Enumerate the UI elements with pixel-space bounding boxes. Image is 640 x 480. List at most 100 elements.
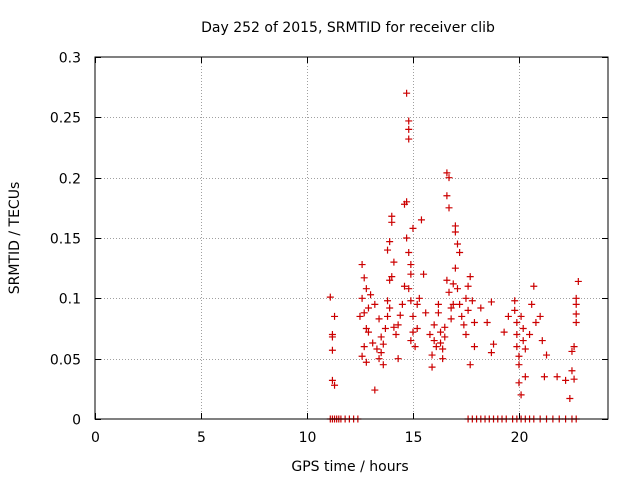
x-tick-label: 0 xyxy=(91,430,100,446)
data-point xyxy=(458,312,466,320)
data-point xyxy=(407,337,415,345)
data-point xyxy=(453,240,461,248)
data-point xyxy=(553,373,561,381)
data-point xyxy=(443,192,451,200)
data-point xyxy=(513,318,521,326)
data-point xyxy=(536,312,544,320)
axis-ticks: 0 5 10 15 20 0 0.05 0.1 0.15 0.2 0.25 0.3 xyxy=(50,51,608,446)
data-point xyxy=(517,391,525,399)
data-point xyxy=(386,238,394,246)
data-point xyxy=(362,325,370,332)
data-point xyxy=(500,328,508,336)
data-point xyxy=(413,325,421,332)
data-point xyxy=(568,367,576,375)
data-point xyxy=(464,306,472,314)
data-point xyxy=(328,333,336,341)
data-point xyxy=(373,345,381,353)
data-point xyxy=(409,328,417,336)
data-point xyxy=(371,386,379,394)
data-point xyxy=(443,276,451,284)
data-point xyxy=(388,212,396,220)
data-point xyxy=(451,228,459,236)
data-point xyxy=(434,300,442,308)
data-point xyxy=(420,270,428,278)
data-point xyxy=(464,282,472,290)
data-point xyxy=(358,352,366,360)
data-point xyxy=(377,333,385,341)
data-point xyxy=(367,291,375,299)
data-point xyxy=(470,318,478,326)
data-point xyxy=(384,297,392,305)
data-point xyxy=(515,361,523,369)
data-point xyxy=(369,339,377,347)
data-point xyxy=(470,343,478,351)
data-point xyxy=(390,323,398,331)
data-point xyxy=(487,298,495,306)
y-tick-label: 0 xyxy=(72,413,81,429)
y-axis-label: SRMTID / TECUs xyxy=(7,182,23,295)
y-tick-label: 0.25 xyxy=(50,111,81,127)
x-tick-label: 15 xyxy=(405,430,423,446)
data-point xyxy=(396,311,404,319)
data-point xyxy=(526,331,534,339)
data-point xyxy=(411,343,419,351)
x-axis-label: GPS time / hours xyxy=(291,459,408,475)
data-point xyxy=(517,312,525,320)
data-point xyxy=(434,309,442,317)
data-point xyxy=(358,261,366,269)
data-point xyxy=(515,352,523,360)
data-point xyxy=(384,312,392,320)
data-point xyxy=(377,349,385,357)
data-point xyxy=(394,355,402,363)
data-point xyxy=(331,312,339,320)
data-point xyxy=(519,337,527,345)
data-point xyxy=(532,318,540,326)
plot-frame xyxy=(94,56,609,420)
data-point xyxy=(379,361,387,369)
data-point xyxy=(375,355,383,363)
data-point xyxy=(447,304,455,312)
data-point xyxy=(364,328,372,336)
data-point xyxy=(445,204,453,212)
data-point xyxy=(375,315,383,323)
data-point xyxy=(430,337,438,345)
data-point xyxy=(356,312,364,320)
grid-lines xyxy=(95,57,608,419)
data-point xyxy=(432,343,440,351)
data-point xyxy=(403,89,411,97)
data-point xyxy=(405,117,413,125)
data-point xyxy=(445,288,453,296)
data-point xyxy=(468,297,476,305)
data-point xyxy=(490,340,498,348)
data-point xyxy=(430,321,438,329)
data-point xyxy=(437,328,445,336)
data-point xyxy=(405,248,413,256)
data-point xyxy=(566,394,574,402)
y-tick-label: 0.3 xyxy=(59,51,81,67)
data-point xyxy=(426,331,434,339)
data-point xyxy=(328,376,336,384)
data-point xyxy=(405,125,413,133)
data-point xyxy=(362,285,370,293)
data-point xyxy=(362,358,370,366)
data-point xyxy=(428,363,436,371)
data-point xyxy=(437,339,445,347)
data-point xyxy=(403,234,411,242)
data-point xyxy=(360,309,368,317)
data-point xyxy=(513,343,521,351)
data-point xyxy=(574,277,582,285)
data-point xyxy=(417,216,425,224)
data-point xyxy=(453,285,461,293)
data-point xyxy=(386,276,394,284)
y-tick-label: 0.1 xyxy=(59,292,81,308)
data-point xyxy=(415,294,423,302)
data-point xyxy=(451,222,459,230)
data-point xyxy=(572,294,580,302)
data-point xyxy=(326,293,334,301)
data-point xyxy=(390,258,398,266)
data-point xyxy=(439,345,447,353)
data-point xyxy=(543,351,551,359)
data-point xyxy=(403,198,411,206)
data-point xyxy=(449,280,457,288)
